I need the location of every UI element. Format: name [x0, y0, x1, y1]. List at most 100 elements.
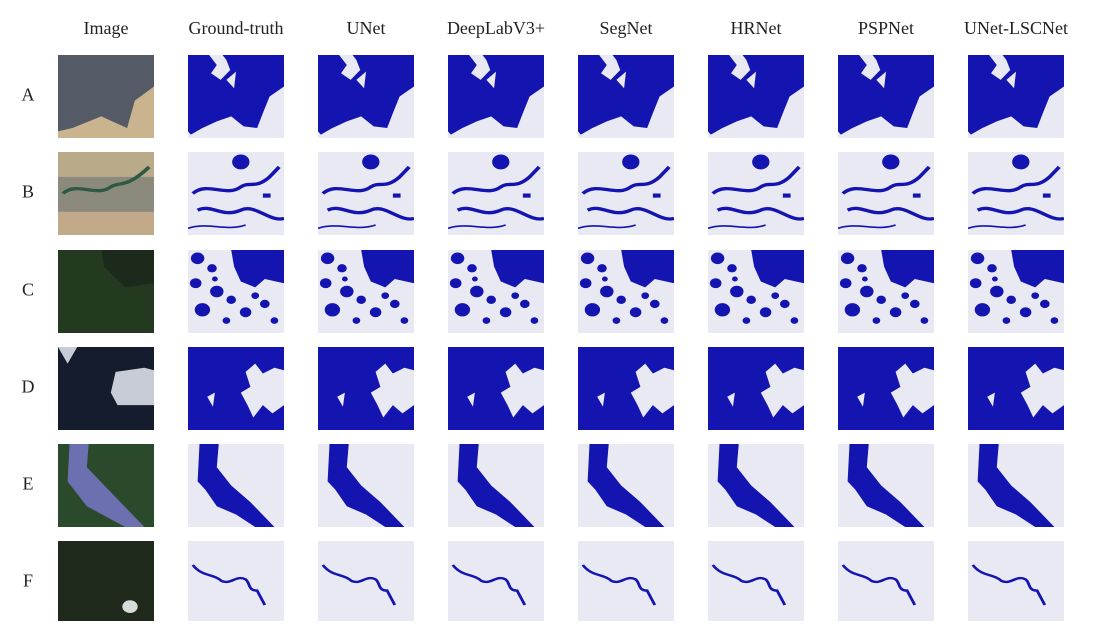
prediction-mask — [448, 347, 544, 430]
water — [771, 292, 779, 299]
water — [715, 303, 730, 316]
water — [641, 292, 649, 299]
prediction-mask — [318, 250, 414, 333]
prediction-mask — [968, 541, 1064, 621]
water — [240, 307, 252, 317]
water — [232, 154, 249, 169]
column-header: UNet — [347, 18, 386, 38]
water — [523, 194, 531, 198]
background — [708, 541, 804, 621]
column-header: DeepLabV3+ — [447, 18, 545, 38]
prediction-mask — [578, 250, 674, 333]
water — [263, 194, 271, 198]
water — [1043, 194, 1051, 198]
water — [581, 252, 594, 264]
water — [841, 252, 854, 264]
prediction-mask — [318, 347, 414, 430]
row-label: D — [22, 377, 35, 397]
water — [337, 264, 347, 272]
water — [597, 264, 607, 272]
prediction-mask — [838, 541, 934, 621]
water — [727, 264, 737, 272]
prediction-mask — [578, 444, 674, 527]
water — [710, 278, 722, 288]
prediction-mask — [968, 55, 1064, 138]
water — [381, 292, 389, 299]
input-image — [58, 541, 154, 621]
water — [362, 154, 379, 169]
water — [191, 252, 204, 264]
water — [207, 264, 217, 272]
input-image — [58, 347, 154, 430]
prediction-mask — [318, 541, 414, 621]
prediction-mask — [708, 444, 804, 527]
background — [448, 541, 544, 621]
prediction-mask — [578, 541, 674, 621]
water — [450, 278, 462, 288]
prediction-mask — [318, 55, 414, 138]
water — [602, 277, 608, 282]
water — [1051, 317, 1059, 324]
prediction-mask — [578, 152, 674, 235]
column-header: Image — [84, 18, 129, 38]
water — [616, 296, 626, 304]
water — [970, 278, 982, 288]
water — [500, 307, 512, 317]
prediction-mask — [318, 444, 414, 527]
water — [622, 154, 639, 169]
prediction-mask — [578, 55, 674, 138]
water — [873, 317, 881, 324]
prediction-mask — [188, 152, 284, 235]
water — [470, 286, 483, 298]
water — [760, 307, 772, 317]
water — [467, 264, 477, 272]
prediction-mask — [448, 55, 544, 138]
water — [401, 317, 409, 324]
column-header: SegNet — [600, 18, 653, 38]
water — [195, 303, 210, 316]
input-image — [58, 55, 154, 138]
water — [1012, 154, 1029, 169]
water — [1003, 317, 1011, 324]
water — [743, 317, 751, 324]
water — [212, 277, 218, 282]
water — [393, 194, 401, 198]
water — [342, 277, 348, 282]
water — [370, 307, 382, 317]
water — [921, 317, 929, 324]
background — [318, 541, 414, 621]
water — [882, 154, 899, 169]
water — [653, 194, 661, 198]
water — [1040, 300, 1050, 308]
water — [226, 296, 236, 304]
water — [862, 277, 868, 282]
water — [857, 264, 867, 272]
water — [783, 194, 791, 198]
background — [578, 541, 674, 621]
water — [260, 300, 270, 308]
prediction-mask — [448, 541, 544, 621]
water — [791, 317, 799, 324]
prediction-mask — [968, 250, 1064, 333]
figure: ImageGround-truthUNetDeepLabV3+SegNetHRN… — [0, 0, 1094, 621]
water — [630, 307, 642, 317]
water — [913, 194, 921, 198]
water — [520, 300, 530, 308]
water — [511, 292, 519, 299]
prediction-mask — [838, 444, 934, 527]
prediction-mask — [708, 55, 804, 138]
water — [210, 286, 223, 298]
prediction-mask — [708, 541, 804, 621]
water — [975, 303, 990, 316]
water — [320, 278, 332, 288]
prediction-mask — [838, 347, 934, 430]
water — [223, 317, 231, 324]
water — [190, 278, 202, 288]
water — [971, 252, 984, 264]
input-image — [58, 152, 154, 235]
column-header: PSPNet — [858, 18, 914, 38]
water — [992, 277, 998, 282]
water — [613, 317, 621, 324]
band — [58, 212, 154, 235]
water — [752, 154, 769, 169]
